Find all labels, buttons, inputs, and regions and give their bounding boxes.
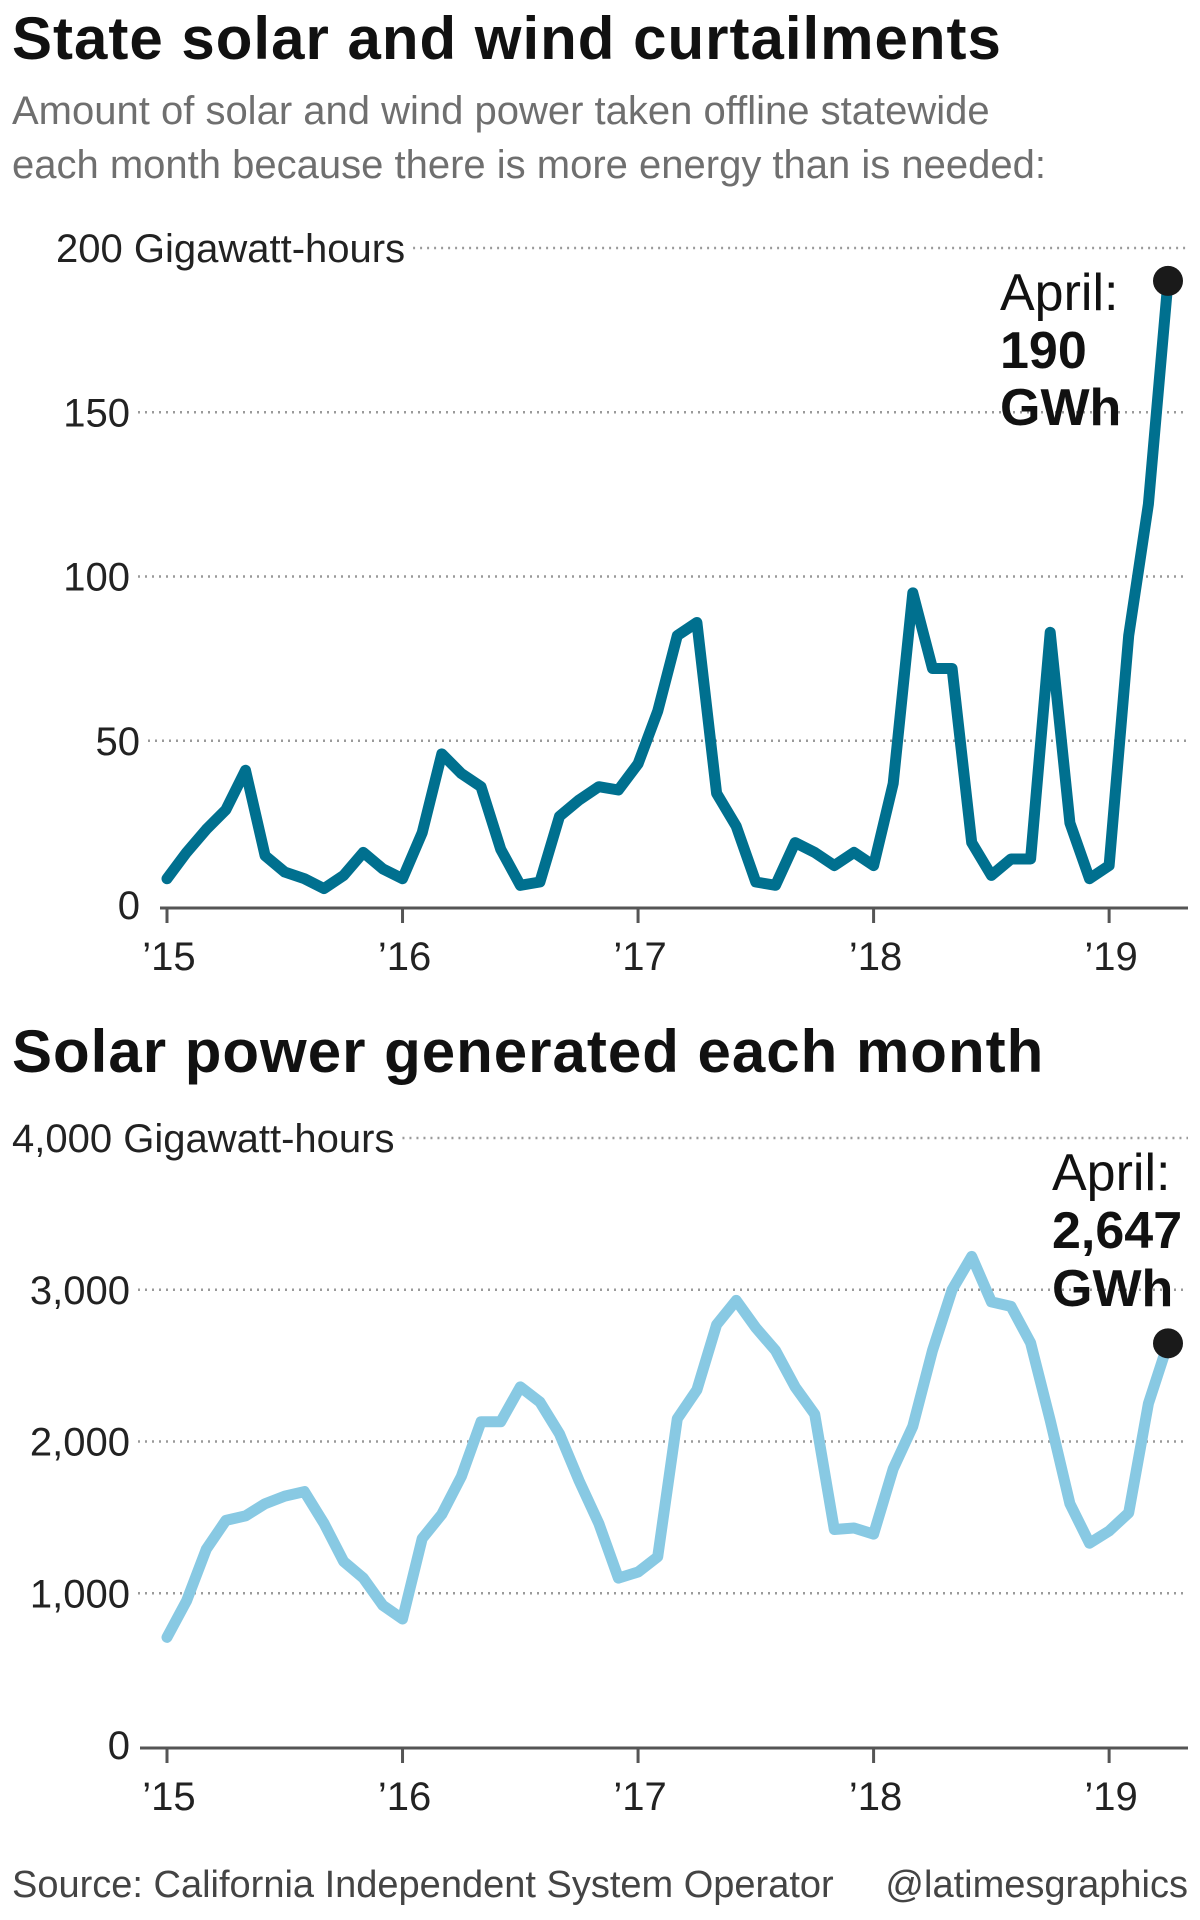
annotation-value: 190	[1000, 322, 1087, 380]
subtitle-line-2: each month because there is more energy …	[12, 143, 1046, 187]
x-tick-label: ’15	[142, 935, 195, 979]
end-point-marker	[1153, 1328, 1183, 1359]
curtailment-chart: 0 50 100 150 200 Gigawatt-hours ’15 ’16 ’17 ’18 ’…	[56, 227, 1188, 979]
y-tick-label: 50	[96, 720, 141, 764]
x-tick-label: ’19	[1084, 935, 1137, 979]
end-point-marker	[1153, 265, 1183, 296]
annotation-unit: GWh	[1000, 379, 1121, 437]
x-tick-label: ’18	[849, 935, 902, 979]
annotation-month: April:	[1052, 1144, 1170, 1202]
series-line	[161, 275, 1174, 895]
x-tick-label: ’18	[849, 1775, 902, 1819]
y-tick-label: 100	[63, 556, 130, 600]
credit-note: @latimesgraphics	[885, 1864, 1188, 1906]
x-tick-label: ’19	[1084, 1775, 1137, 1819]
annotation-value: 2,647	[1052, 1202, 1182, 1260]
x-tick-label: ’16	[378, 935, 431, 979]
x-tick-label: ’17	[613, 935, 666, 979]
series-line	[161, 1250, 1174, 1643]
y-tick-label: 150	[63, 391, 130, 435]
x-tick-label: ’15	[142, 1775, 195, 1819]
x-tick-label: ’16	[378, 1775, 431, 1819]
y-tick-label: 0	[108, 1724, 130, 1768]
y-tick-label: 1,000	[30, 1572, 130, 1616]
chart1-title: State solar and wind curtailments	[12, 5, 1002, 72]
y-tick-label: 3,000	[30, 1269, 130, 1313]
source-note: Source: California Independent System Op…	[12, 1864, 834, 1906]
chart2-title: Solar power generated each month	[12, 1018, 1045, 1085]
chart1-subtitle: Amount of solar and wind power taken off…	[12, 84, 1192, 192]
x-tick-label: ’17	[613, 1775, 666, 1819]
y-tick-label: 4,000 Gigawatt-hours	[12, 1117, 394, 1161]
y-tick-label: 2,000	[30, 1421, 130, 1465]
subtitle-line-1: Amount of solar and wind power taken off…	[12, 89, 990, 133]
y-tick-label: 200 Gigawatt-hours	[56, 227, 405, 271]
annotation-unit: GWh	[1052, 1260, 1173, 1318]
annotation-month: April:	[1000, 264, 1118, 322]
y-tick-label: 0	[118, 884, 140, 928]
